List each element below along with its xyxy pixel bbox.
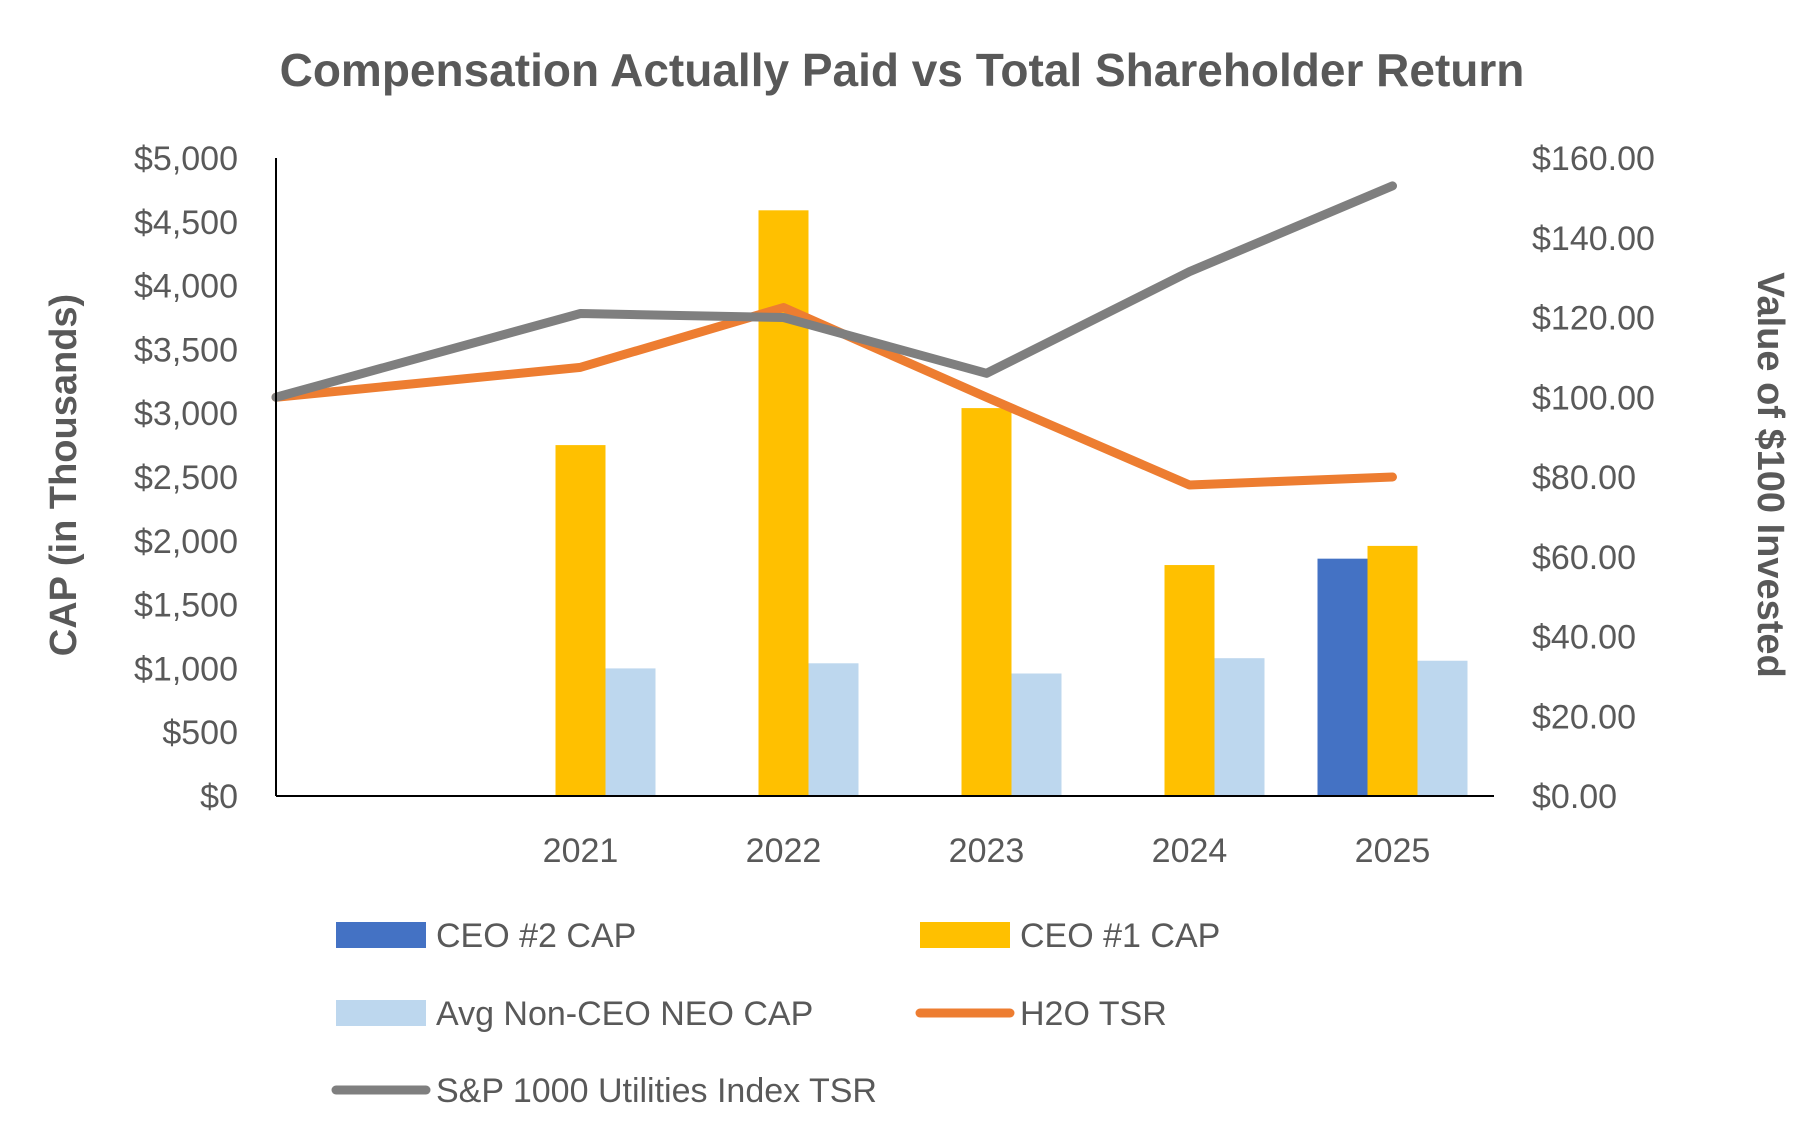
left-tick-label: $2,500 xyxy=(134,459,238,497)
bar xyxy=(1214,658,1265,796)
x-tick-label: 2024 xyxy=(1152,832,1228,870)
bar xyxy=(1164,565,1215,796)
legend-label: S&P 1000 Utilities Index TSR xyxy=(436,1072,877,1110)
x-tick-label: 2021 xyxy=(543,832,619,870)
legend: CEO #2 CAP CEO #1 CAP Avg Non-CEO NEO CAP H… xyxy=(331,917,1220,1110)
legend-label: H2O TSR xyxy=(1020,995,1167,1033)
bar xyxy=(555,445,606,796)
right-axis-ticks: $0.00 $20.00 $40.00 $60.00 $80.00 $100.00 $120… xyxy=(1532,140,1655,816)
bar xyxy=(1317,558,1368,796)
left-axis-ticks: $0 $500 $1,000 $1,500 $2,000 $2,500 $3,000 $3,5… xyxy=(134,140,238,816)
left-tick-label: $4,500 xyxy=(134,204,238,242)
left-axis-label: CAP (in Thousands) xyxy=(43,294,85,656)
legend-label: Avg Non-CEO NEO CAP xyxy=(436,995,813,1033)
left-tick-label: $2,000 xyxy=(134,523,238,561)
left-tick-label: $4,000 xyxy=(134,268,238,306)
right-tick-label: $120.00 xyxy=(1532,300,1655,338)
bar xyxy=(808,663,859,796)
left-tick-label: $5,000 xyxy=(134,140,238,178)
left-tick-label: $3,500 xyxy=(134,331,238,369)
series-line xyxy=(271,303,1397,490)
bar xyxy=(961,408,1012,796)
series-line xyxy=(271,181,1397,402)
bar xyxy=(1417,660,1468,796)
x-tick-label: 2023 xyxy=(949,832,1025,870)
bar xyxy=(758,210,809,797)
right-tick-label: $80.00 xyxy=(1532,459,1636,497)
legend-swatch xyxy=(920,922,1010,948)
bar xyxy=(605,668,656,796)
lines xyxy=(271,181,1397,490)
right-tick-label: $0.00 xyxy=(1532,778,1617,816)
bar xyxy=(1011,673,1062,796)
x-axis-ticks: 2021 2022 2023 2024 2025 xyxy=(543,832,1431,870)
right-tick-label: $40.00 xyxy=(1532,619,1636,657)
left-tick-label: $1,000 xyxy=(134,650,238,688)
legend-label: CEO #1 CAP xyxy=(1020,917,1220,955)
right-tick-label: $60.00 xyxy=(1532,539,1636,577)
bar xyxy=(1367,545,1418,796)
right-axis-label: Value of $100 Invested xyxy=(1749,272,1791,678)
x-tick-label: 2022 xyxy=(746,832,822,870)
legend-label: CEO #2 CAP xyxy=(436,917,636,955)
left-tick-label: $1,500 xyxy=(134,587,238,625)
right-tick-label: $20.00 xyxy=(1532,698,1636,736)
left-tick-label: $500 xyxy=(162,714,238,752)
left-tick-label: $3,000 xyxy=(134,395,238,433)
legend-swatch xyxy=(336,1000,426,1026)
right-tick-label: $160.00 xyxy=(1532,140,1655,178)
right-tick-label: $140.00 xyxy=(1532,220,1655,258)
chart-title: Compensation Actually Paid vs Total Shar… xyxy=(280,44,1525,96)
bars xyxy=(555,210,1468,797)
legend-swatch xyxy=(336,922,426,948)
x-tick-label: 2025 xyxy=(1355,832,1431,870)
left-tick-label: $0 xyxy=(200,778,238,816)
right-tick-label: $100.00 xyxy=(1532,379,1655,417)
